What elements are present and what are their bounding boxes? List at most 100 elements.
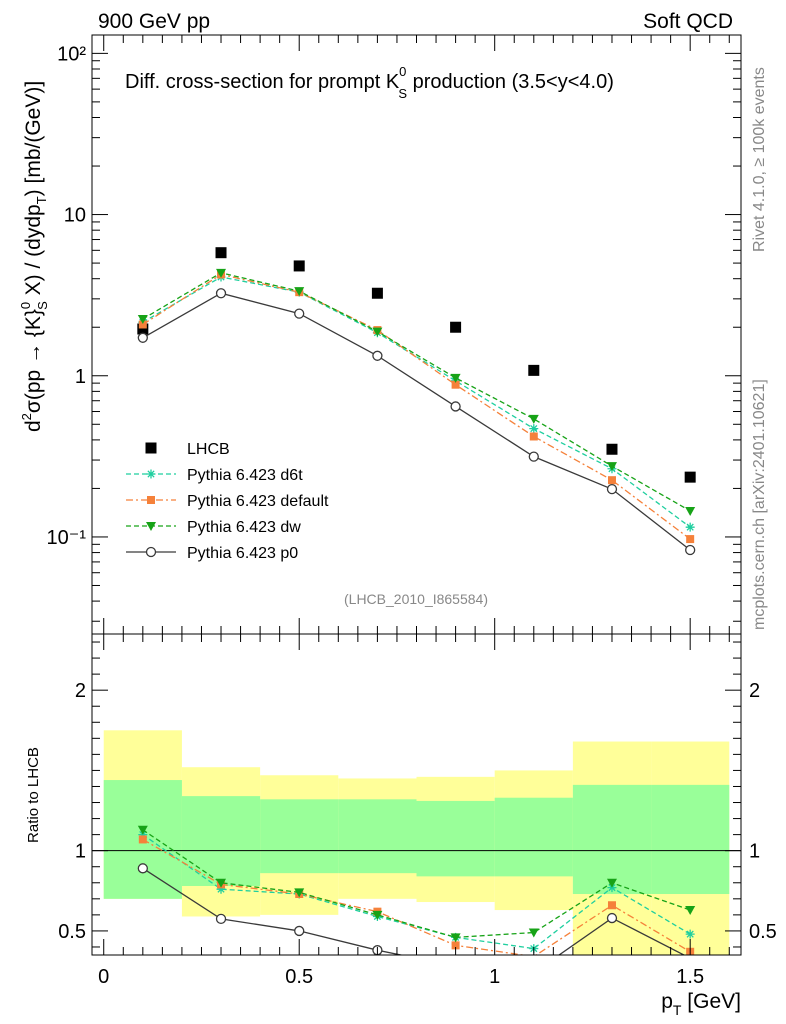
legend-marker-1 [146, 469, 156, 479]
ratio-band-green-2 [260, 799, 339, 874]
ratio-ytick-label-right: 2 [749, 680, 760, 702]
main-ytick-label: 10² [57, 43, 86, 65]
legend-marker-2 [147, 496, 155, 504]
legend-label-p0: Pythia 6.423 p0 [187, 545, 298, 562]
main-point-s2-4 [451, 380, 460, 389]
ratio-ylabel: Ratio to LHCB [25, 747, 42, 843]
analysis-label: (LHCB_2010_I865584) [344, 591, 488, 607]
main-panel: 10⁻¹ 1 10 10² Diff. cross-section for promp… [18, 34, 742, 635]
ratio-series-line-1 [142, 838, 691, 955]
ratio-series-group [137, 825, 696, 955]
main-point-s0-3 [371, 287, 383, 299]
ratio-point-s3-6 [606, 912, 618, 924]
ratio-panel: 0.5 0.5 1 1 2 2 0 0.5 1 1.5 Ratio to LHCB pT [GeV… [25, 633, 777, 1018]
ratio-point-s3-0 [137, 863, 148, 874]
main-point-s3-6 [606, 462, 617, 472]
ratio-ytick-label-left: 2 [75, 680, 86, 702]
main-point-s4-1 [215, 288, 227, 299]
ratio-band-green-7 [651, 784, 730, 895]
main-series-line-1 [142, 276, 691, 528]
main-ytick-label: 10 [64, 205, 86, 227]
main-marks [137, 247, 696, 556]
main-point-s2-0 [138, 320, 147, 329]
main-point-s4-5 [528, 451, 539, 462]
ratio-ytick-label-right: 1 [749, 841, 760, 863]
ratio-xtick-label: 0 [98, 966, 109, 988]
main-point-s0-6 [606, 443, 618, 455]
rivet-label: Rivet 4.1.0, ≥ 100k events [751, 67, 768, 252]
ratio-point-s2-0 [137, 825, 148, 835]
main-point-s4-3 [372, 350, 383, 361]
legend: LHCB Pythia 6.423 d6t Pythia 6.423 defau… [126, 441, 329, 562]
mcplots-label: mcplots.cern.ch [arXiv:2401.10621] [751, 379, 768, 630]
ratio-point-s2-5 [528, 928, 539, 938]
ratio-point-s2-6 [606, 878, 617, 888]
ratio-xtick-label: 1 [489, 966, 500, 988]
main-title: Diff. cross-section for prompt K0 S produ… [125, 64, 614, 101]
legend-markers [126, 442, 176, 558]
main-ticks: 10⁻¹ 1 10 10² [47, 35, 741, 634]
ratio-series-line-0 [142, 834, 691, 950]
ratio-band-green-1 [181, 796, 261, 886]
main-series-line-3 [142, 272, 691, 512]
main-point-s1-5 [529, 424, 539, 434]
main-point-s4-2 [294, 308, 305, 319]
header-right: Soft QCD [643, 10, 733, 33]
ratio-point-s1-4 [451, 941, 460, 950]
ratio-point-s2-3 [372, 910, 383, 920]
legend-label-d6t: Pythia 6.423 d6t [187, 467, 303, 484]
ratio-ytick-label-left: 1 [75, 841, 86, 863]
main-point-s4-0 [137, 332, 148, 343]
main-ylabel: d2σ(pp → {K}0 S X) / (dydpT) [mb/(GeV)] [18, 81, 50, 432]
ratio-xtick-label: 0.5 [285, 966, 313, 988]
ratio-bands [92, 730, 741, 955]
main-point-s1-7 [685, 522, 695, 532]
legend-marker-3 [146, 522, 156, 531]
main-point-s4-4 [450, 401, 461, 412]
main-point-s3-2 [294, 287, 305, 297]
ratio-band-green-3 [338, 799, 417, 874]
main-point-s3-7 [685, 506, 696, 516]
main-point-s2-7 [686, 535, 695, 544]
main-series-line-2 [142, 273, 691, 540]
header-left: 900 GeV pp [98, 10, 210, 33]
main-series-line-4 [142, 292, 691, 551]
main-point-s0-4 [450, 321, 462, 333]
main-point-s0-1 [215, 247, 227, 259]
main-point-s3-5 [528, 414, 539, 424]
main-point-s0-2 [293, 260, 305, 272]
main-point-s3-4 [450, 373, 461, 383]
legend-marker-0 [145, 442, 157, 454]
ratio-band-green-4 [416, 800, 495, 877]
ratio-point-s2-1 [216, 878, 227, 888]
main-point-s2-5 [529, 432, 538, 441]
ratio-series-line-2 [142, 829, 691, 939]
ratio-xtick-label: 1.5 [676, 966, 704, 988]
main-point-s2-6 [607, 476, 616, 485]
ratio-point-s2-2 [294, 888, 305, 898]
ratio-ticks: 0.5 0.5 1 1 2 2 0 0.5 1 1.5 [58, 634, 777, 988]
ratio-point-s1-0 [138, 835, 147, 844]
legend-label-lhcb: LHCB [187, 441, 230, 458]
legend-marker-4 [145, 546, 157, 558]
ratio-point-s0-7 [685, 929, 695, 939]
ratio-point-s2-4 [450, 933, 461, 943]
ratio-band-green-6 [572, 784, 652, 895]
ratio-series-line-3 [142, 867, 686, 955]
ratio-point-s0-1 [216, 884, 226, 894]
x-axis-label: pT [GeV] [661, 990, 741, 1018]
main-point-s4-7 [685, 544, 696, 556]
legend-label-dw: Pythia 6.423 dw [187, 519, 301, 536]
ratio-ytick-label-right: 0.5 [749, 921, 777, 943]
ratio-point-s3-1 [215, 913, 227, 925]
main-point-s0-0 [137, 323, 149, 335]
main-point-s0-5 [528, 364, 540, 376]
ratio-point-s3-2 [294, 925, 305, 937]
main-point-s3-3 [372, 327, 383, 337]
main-point-s0-7 [684, 471, 696, 483]
main-point-s3-1 [216, 268, 227, 278]
ratio-band-green-5 [494, 797, 573, 877]
legend-label-default: Pythia 6.423 default [187, 493, 329, 510]
main-ytick-label: 10⁻¹ [47, 527, 87, 549]
